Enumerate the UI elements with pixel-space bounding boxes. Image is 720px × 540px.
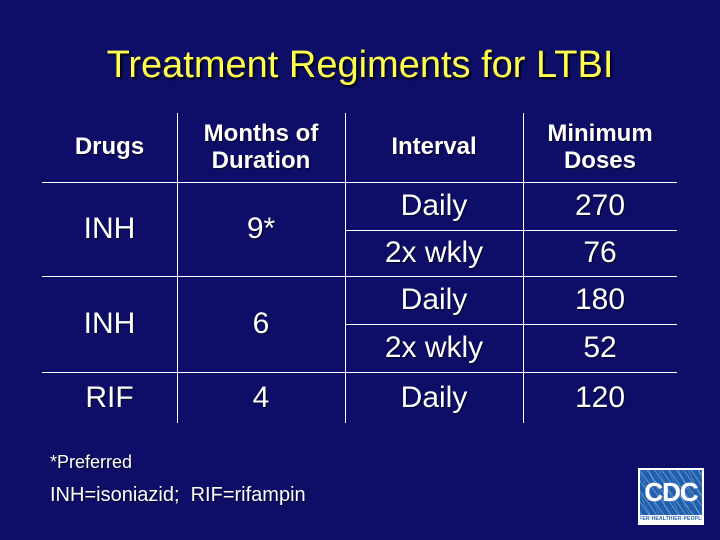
table-subrow-line — [345, 230, 677, 231]
header-interval: Interval — [391, 133, 477, 161]
table-row-line — [42, 276, 677, 277]
cell-doses-row2-daily: 180 — [574, 283, 626, 316]
footnote-abbreviations: INH=isoniazid; RIF=rifampin — [50, 484, 306, 506]
header-drugs: Drugs — [74, 133, 145, 161]
table-row-line — [42, 372, 677, 373]
slide-title: Treatment Regiments for LTBI — [106, 44, 614, 86]
header-months-of-duration: Months of Duration — [203, 119, 319, 174]
table-column-line — [177, 113, 178, 423]
cell-duration-row1: 9* — [246, 212, 276, 245]
cell-interval-row1-daily: Daily — [400, 189, 468, 222]
cell-interval-row3-daily: Daily — [400, 380, 468, 414]
cdc-logo-tagline: SAFER·HEALTHIER·PEOPLE™ — [640, 515, 702, 523]
table-column-line — [523, 113, 524, 423]
footnote-preferred: *Preferred — [50, 452, 133, 472]
cell-duration-row2: 6 — [252, 307, 270, 340]
table-row-line — [42, 182, 677, 183]
cell-drug-row1: INH — [83, 212, 136, 245]
table-subrow-line — [345, 324, 677, 325]
cell-drug-row3: RIF — [85, 380, 134, 414]
cell-doses-row3-daily: 120 — [574, 380, 626, 414]
cell-interval-row2-2xwkly: 2x wkly — [384, 331, 484, 364]
cdc-rays-icon — [640, 470, 702, 515]
cell-doses-row2-2xwkly: 52 — [583, 331, 617, 364]
cell-doses-row1-2xwkly: 76 — [583, 236, 617, 269]
cell-duration-row3: 4 — [252, 380, 270, 414]
cdc-logo: CDC SAFER·HEALTHIER·PEOPLE™ — [638, 468, 704, 525]
table-column-line — [345, 113, 346, 423]
cdc-logo-text: CDC — [644, 477, 698, 507]
cell-doses-row1-daily: 270 — [574, 189, 626, 222]
cell-interval-row2-daily: Daily — [400, 283, 468, 316]
cdc-logo-box: CDC — [640, 470, 702, 515]
header-minimum-doses: Minimum Doses — [547, 119, 653, 174]
cell-drug-row2: INH — [83, 307, 136, 340]
cell-interval-row1-2xwkly: 2x wkly — [384, 236, 484, 269]
